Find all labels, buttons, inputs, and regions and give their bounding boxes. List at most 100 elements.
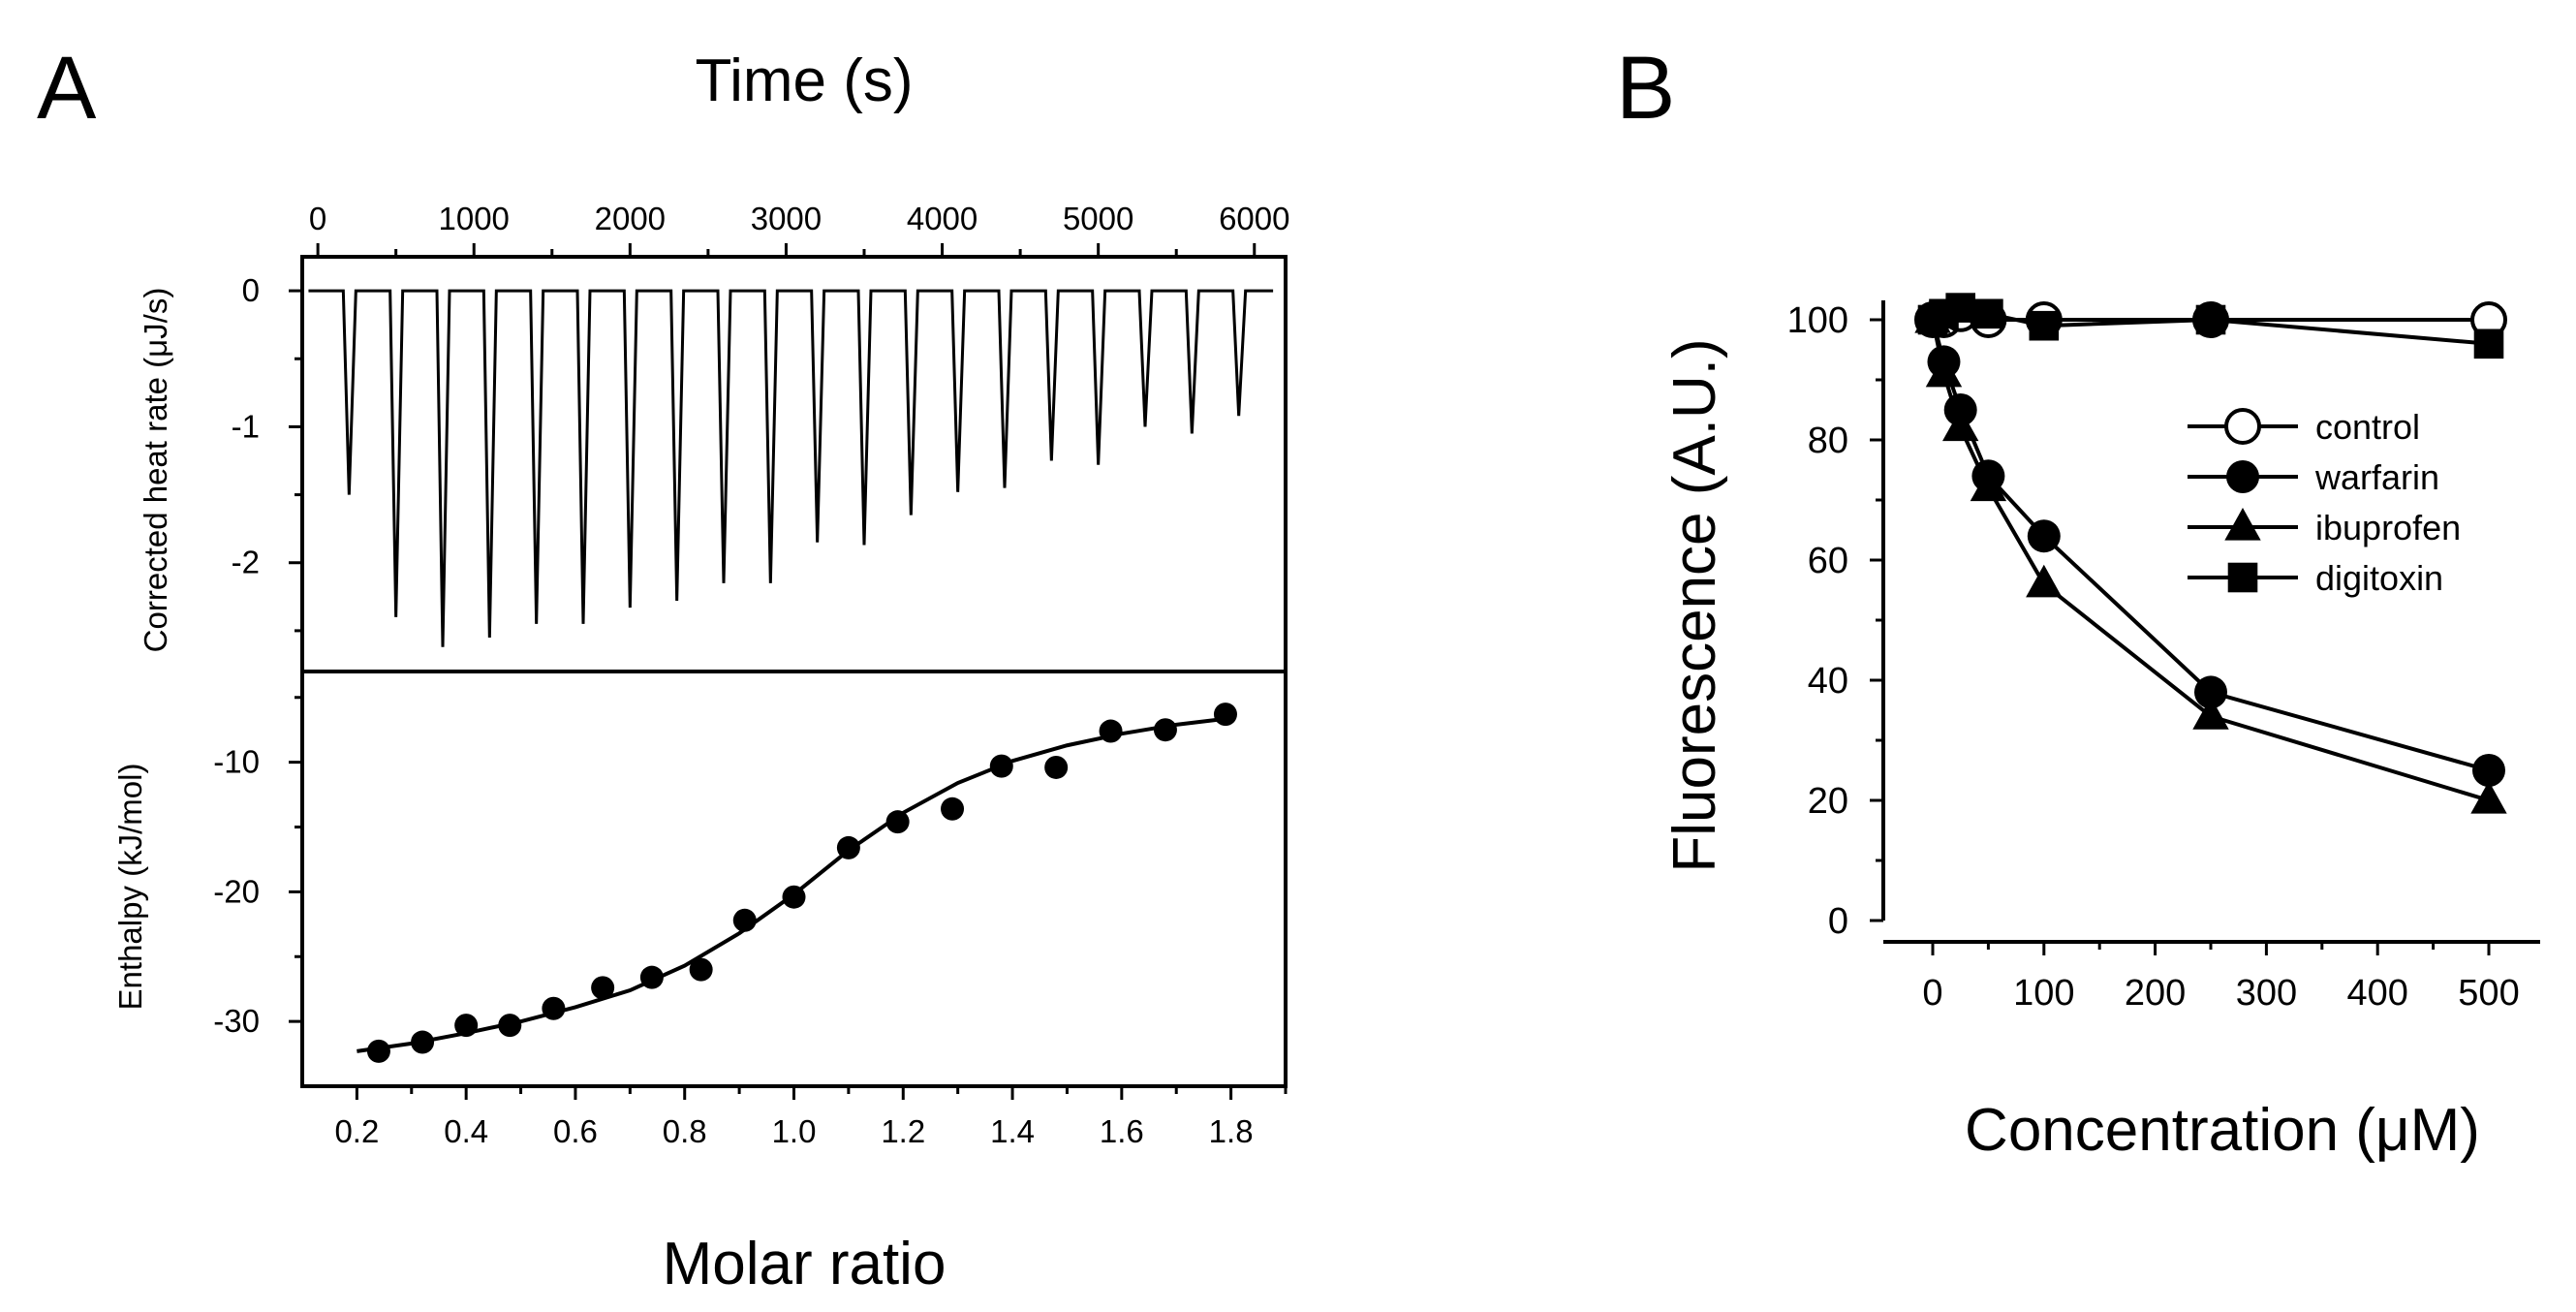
a-bottom-x-tick-label: 0.8	[663, 1113, 707, 1149]
a-bottom-data-point	[836, 835, 860, 859]
a-bottom-data-point	[1213, 703, 1237, 727]
a-bottom-data-point	[639, 965, 664, 989]
b-legend-entry-digitoxin: digitoxin	[2188, 558, 2443, 598]
b-data-point-warfarin	[2472, 754, 2505, 787]
a-top-x-ticks: 0 1000 2000 3000 4000 5000 6000	[309, 201, 1289, 257]
a-bottom-data-point	[1099, 719, 1123, 743]
b-x-tick-label: 500	[2458, 973, 2519, 1014]
a-bottom-data-point	[941, 797, 965, 821]
a-bottom-data-point	[885, 810, 910, 834]
a-bottom-x-tick-label: 1.6	[1100, 1113, 1144, 1149]
b-y-tick-label: 40	[1808, 661, 1848, 702]
a-bottom-x-axis-title: Molar ratio	[663, 1231, 947, 1297]
a-top-y-ticks: 0 -1 -2	[232, 272, 302, 633]
a-top-x-tick-label: 2000	[595, 201, 666, 236]
a-top-x-tick-label: 5000	[1063, 201, 1133, 236]
b-legend-label: control	[2315, 407, 2420, 447]
b-data-point-digitoxin	[2195, 304, 2226, 335]
b-legend-entry-control: control	[2188, 407, 2420, 447]
a-bottom-data-point	[989, 754, 1013, 778]
a-top-y-tick-label: -1	[232, 408, 260, 444]
a-bottom-frame	[300, 670, 1288, 1088]
a-top-x-tick-label: 4000	[907, 201, 978, 236]
b-data-point-ibuprofen	[2192, 697, 2229, 730]
b-data-point-digitoxin	[1973, 298, 2003, 329]
a-bottom-x-tick-label: 1.4	[990, 1113, 1035, 1149]
b-legend-label: digitoxin	[2315, 558, 2443, 598]
b-data-point-warfarin	[2194, 675, 2227, 709]
a-top-y-tick-label: -2	[232, 545, 260, 580]
a-bottom-y-axis-title: Enthalpy (kJ/mol)	[112, 764, 148, 1011]
a-top-x-tick-label: 3000	[751, 201, 822, 236]
b-data-point-ibuprofen	[1942, 408, 1979, 442]
a-bottom-data-point	[591, 976, 615, 1000]
a-bottom-data-point	[689, 957, 713, 982]
a-top-injection-trace	[308, 289, 1274, 647]
b-legend-entry-ibuprofen: ibuprofen	[2188, 507, 2461, 547]
a-bottom-x-tick-label: 1.2	[881, 1113, 925, 1149]
chart-a-top: Time (s) Corrected heat rate (μJ/s) 0 100…	[138, 47, 1289, 673]
a-bottom-data-point	[366, 1039, 390, 1063]
a-bottom-data-point	[782, 885, 806, 909]
a-top-x-tick-label: 0	[309, 201, 326, 236]
a-top-y-tick-label: 0	[242, 272, 260, 308]
b-y-tick-label: 20	[1808, 781, 1848, 822]
a-bottom-x-tick-label: 1.8	[1209, 1113, 1254, 1149]
b-series	[1914, 293, 2507, 814]
a-bottom-x-tick-label: 0.2	[334, 1113, 379, 1149]
b-y-axis-title: Fluorescence (A.U.)	[1661, 338, 1728, 872]
b-series-digitoxin	[1917, 293, 2504, 359]
a-top-x-axis-title: Time (s)	[696, 47, 914, 114]
b-y-tick-label: 60	[1808, 541, 1848, 581]
b-legend-label: warfarin	[2314, 457, 2439, 497]
b-x-ticks: 0 100 200 300 400 500	[1922, 942, 2520, 1014]
b-x-tick-label: 100	[2013, 973, 2074, 1014]
b-x-tick-label: 300	[2236, 973, 2297, 1014]
b-series-ibuprofen	[1914, 299, 2507, 814]
a-bottom-data-point	[1044, 755, 1069, 779]
b-y-tick-label: 80	[1808, 421, 1848, 461]
b-data-point-digitoxin	[2473, 328, 2504, 359]
a-bottom-y-tick-label: -10	[213, 744, 260, 780]
b-legend-marker-digitoxin	[2227, 562, 2258, 593]
a-top-x-tick-label: 1000	[439, 201, 510, 236]
b-data-point-digitoxin	[1945, 293, 1975, 323]
b-data-point-ibuprofen	[1970, 468, 2007, 502]
b-legend-label: ibuprofen	[2315, 508, 2461, 547]
a-bottom-data-point	[454, 1014, 479, 1038]
b-legend-marker-ibuprofen	[2224, 507, 2261, 541]
b-data-point-digitoxin	[2029, 310, 2060, 341]
chart-a-bottom: Molar ratio Enthalpy (kJ/mol) 0.2 0.4 0.6 0…	[112, 670, 1288, 1297]
a-bottom-data-point	[498, 1014, 522, 1038]
a-bottom-x-ticks: 0.2 0.4 0.6 0.8 1.0 1.2 1.4 1.6 1.8	[334, 1086, 1288, 1149]
a-top-x-tick-label: 6000	[1219, 201, 1289, 236]
b-y-ticks: 0 20 40 60 80 100	[1787, 300, 1883, 942]
b-legend-marker-warfarin	[2226, 460, 2259, 493]
a-bottom-x-tick-label: 0.4	[444, 1113, 488, 1149]
b-legend-entry-warfarin: warfarin	[2188, 457, 2439, 497]
a-bottom-x-tick-label: 0.6	[553, 1113, 598, 1149]
a-bottom-data-point	[1153, 718, 1177, 742]
a-bottom-x-tick-label: 1.0	[772, 1113, 817, 1149]
a-top-y-axis-title: Corrected heat rate (μJ/s)	[138, 288, 173, 653]
a-bottom-y-ticks: -10 -20 -30	[213, 696, 302, 1039]
b-data-point-ibuprofen	[2026, 564, 2063, 598]
panel-a-label: A	[37, 39, 97, 138]
b-x-tick-label: 200	[2125, 973, 2186, 1014]
a-bottom-y-tick-label: -20	[213, 873, 260, 909]
a-bottom-data-points	[366, 703, 1237, 1063]
b-data-point-ibuprofen	[1925, 354, 1963, 388]
a-bottom-y-tick-label: -30	[213, 1003, 260, 1039]
b-legend-marker-control	[2224, 408, 2261, 445]
b-x-tick-label: 400	[2346, 973, 2407, 1014]
chart-b: Concentration (μM) Fluorescence (A.U.) 0…	[1661, 293, 2540, 1164]
a-bottom-data-point	[542, 996, 566, 1020]
b-y-tick-label: 0	[1828, 901, 1848, 942]
b-data-point-ibuprofen	[2470, 780, 2507, 814]
panel-b-label: B	[1616, 39, 1675, 138]
b-legend: control warfarin ibuprofen digitoxin	[2188, 407, 2461, 598]
a-bottom-data-point	[411, 1030, 435, 1054]
b-data-point-warfarin	[2027, 519, 2061, 553]
b-x-axis-title: Concentration (μM)	[1965, 1097, 2480, 1164]
